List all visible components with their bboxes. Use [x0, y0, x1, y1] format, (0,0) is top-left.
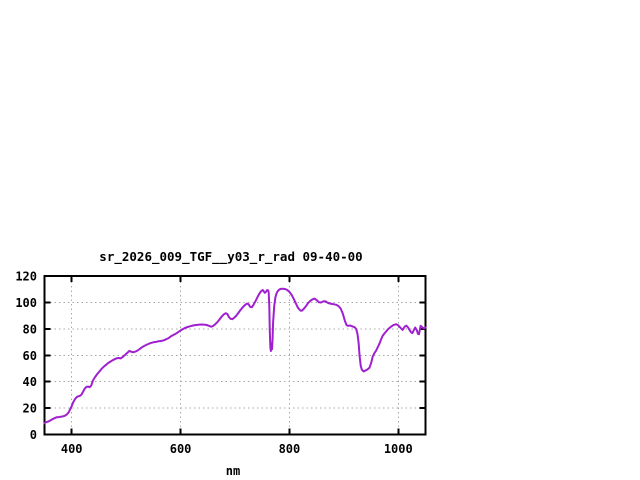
y-tick-labels: 0 20 40 60 80 100 120: [15, 270, 37, 443]
x-axis-label: nm: [226, 464, 240, 478]
y-tick-label: 120: [15, 270, 37, 284]
y-tick-label: 80: [23, 322, 37, 336]
y-tick-label: 60: [23, 349, 37, 363]
y-tick-label: 20: [23, 402, 37, 416]
plot-border: [43, 275, 427, 436]
x-tick-label: 800: [279, 442, 301, 456]
gridlines: [45, 277, 425, 434]
x-tick-label: 1000: [384, 442, 413, 456]
y-tick-label: 0: [30, 428, 37, 442]
chart-title: sr_2026_009_TGF__y03_r_rad 09-40-00: [99, 249, 362, 265]
spectrum-line: [43, 287, 427, 425]
y-tick-label: 100: [15, 296, 37, 310]
x-tick-label: 600: [170, 442, 192, 456]
x-tick-labels: 400 600 800 1000: [61, 442, 413, 456]
y-tick-label: 40: [23, 375, 37, 389]
x-tick-label: 400: [61, 442, 83, 456]
